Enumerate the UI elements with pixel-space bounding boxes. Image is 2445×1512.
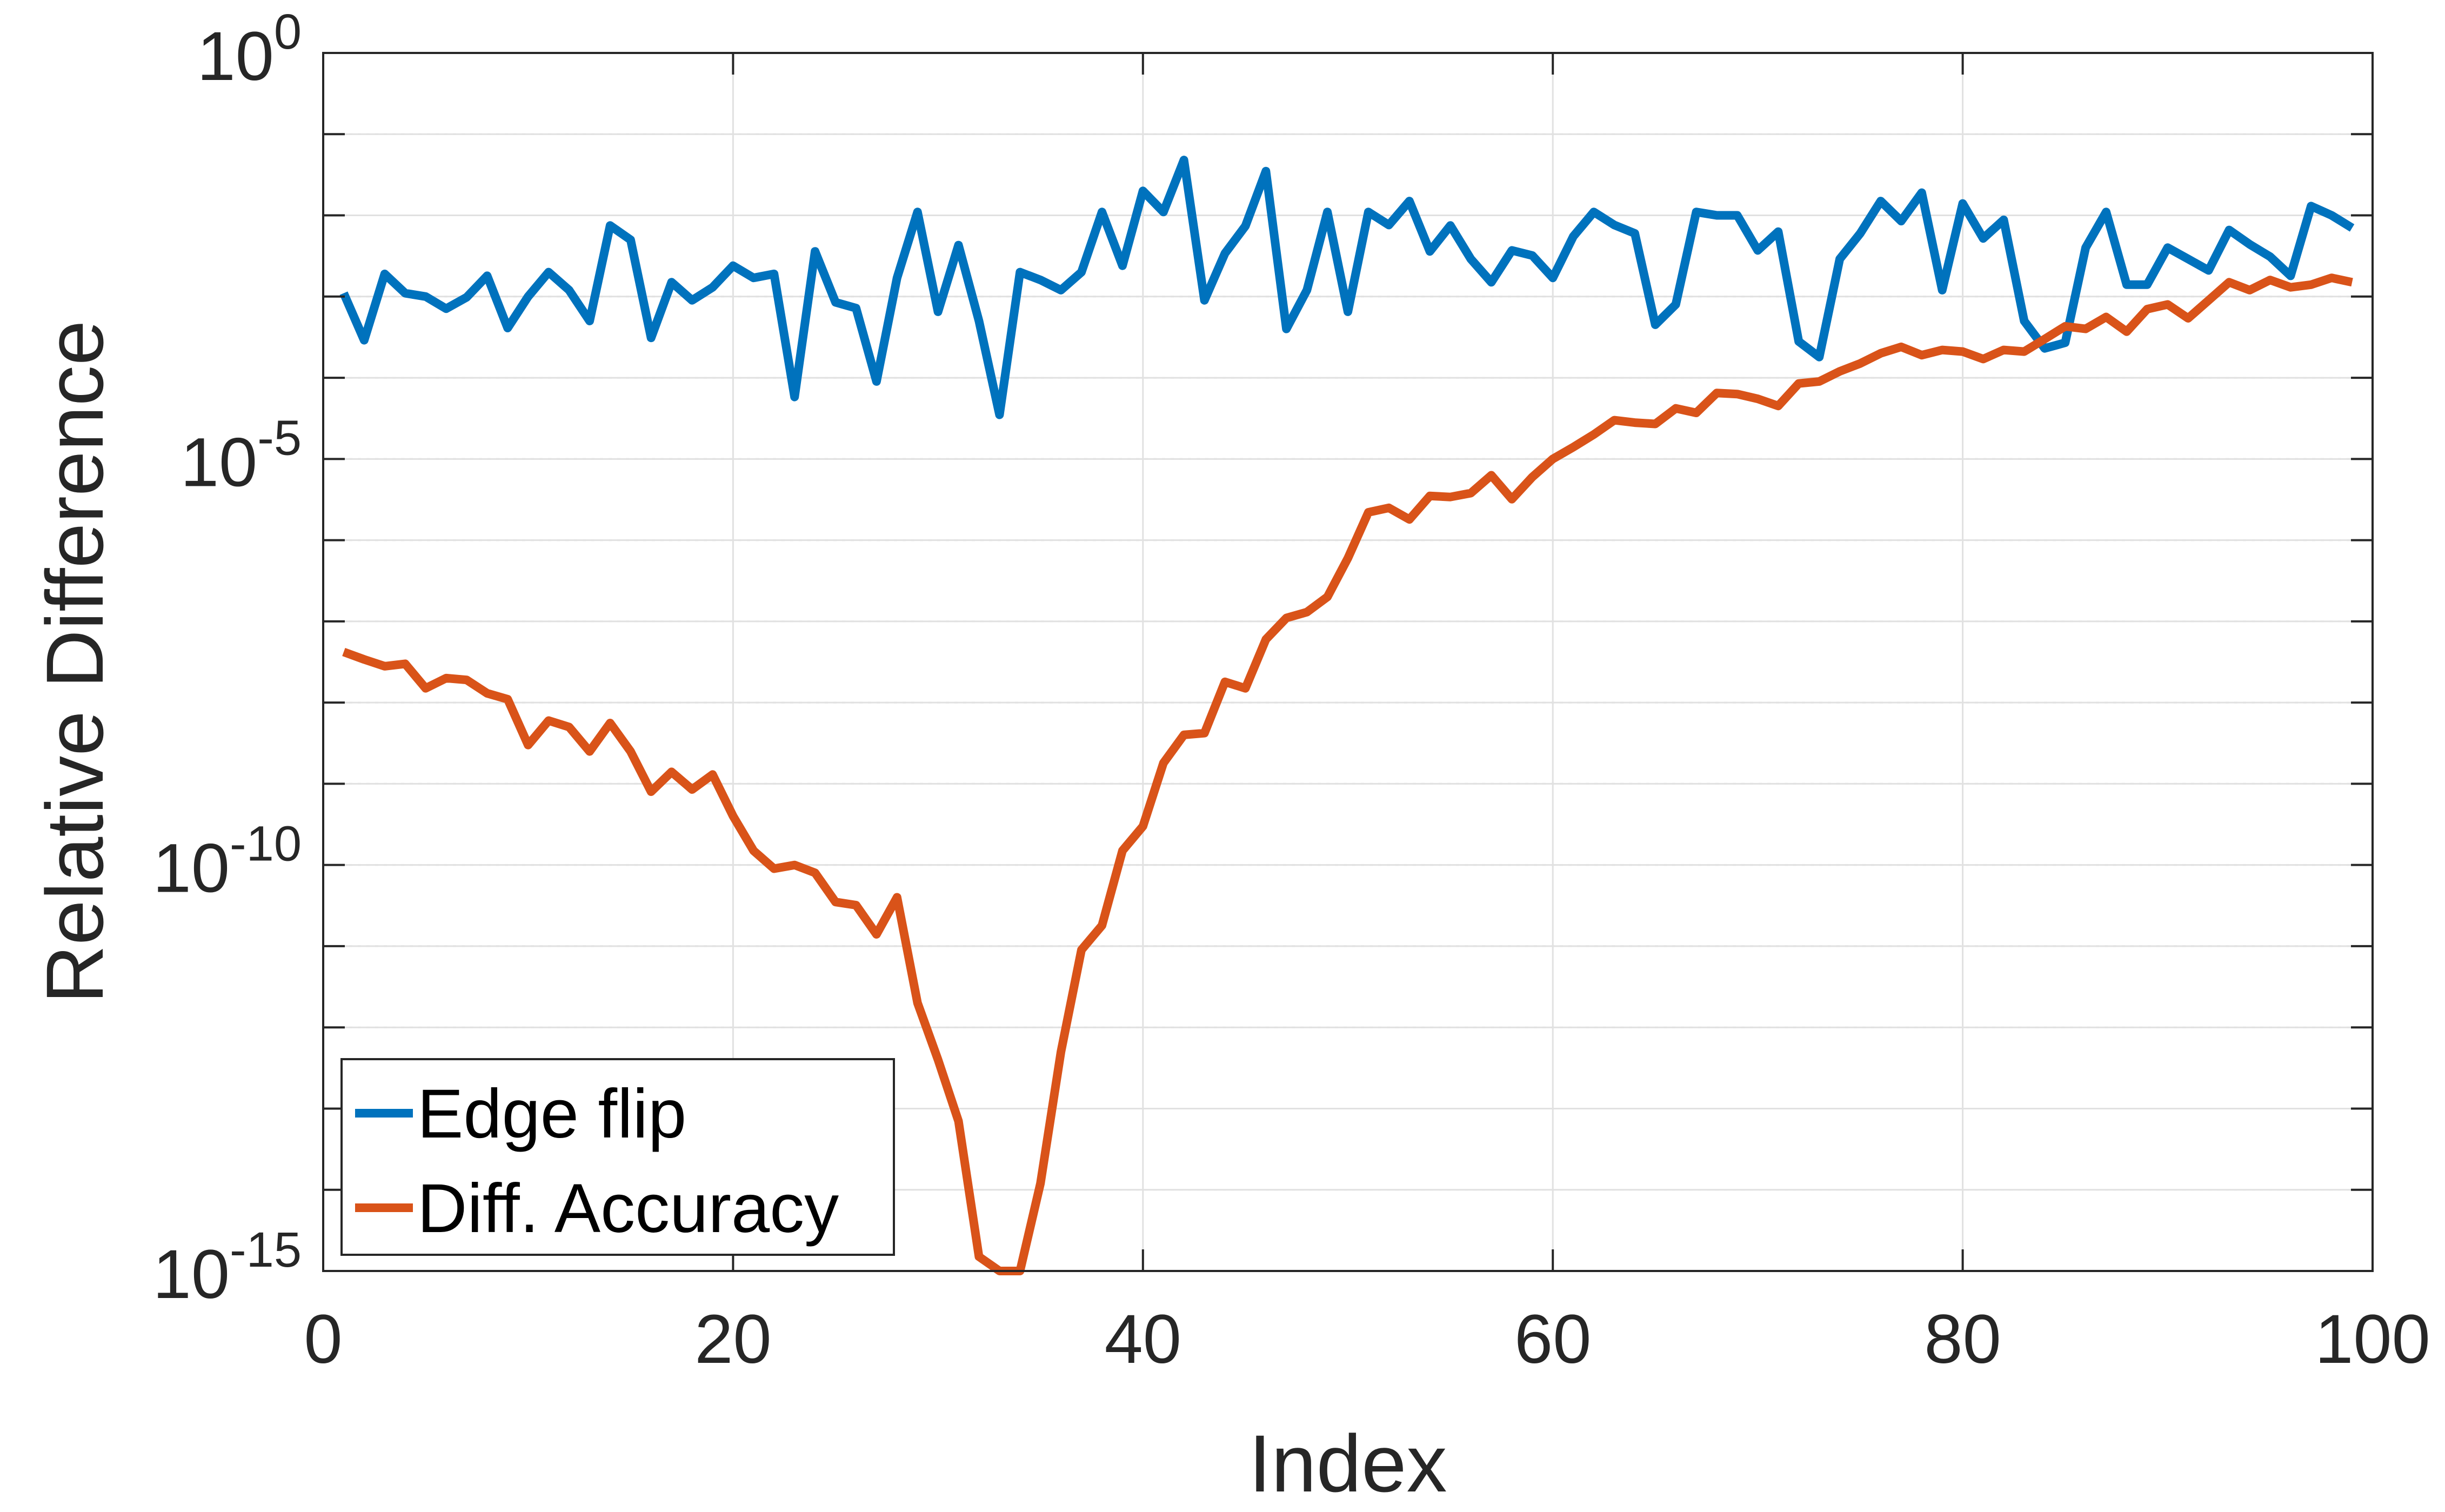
x-tick-label: 40 — [1105, 1301, 1181, 1378]
y-axis-label: Relative Difference — [29, 320, 120, 1004]
y-tick-label: 10-10 — [153, 817, 302, 907]
x-tick-label: 100 — [2315, 1301, 2430, 1378]
series-diff-accuracy — [342, 273, 2353, 1275]
legend-box — [340, 1058, 895, 1256]
series-edge-flip — [339, 156, 2355, 419]
x-tick-label: 60 — [1514, 1301, 1591, 1378]
legend-entry-edge-flip: Edge flip — [417, 1075, 686, 1153]
x-tick-label: 20 — [694, 1301, 771, 1378]
y-tick-label: 100 — [197, 4, 302, 95]
x-tick-labels: 0 20 40 60 80 100 — [304, 1301, 2430, 1378]
plot-area — [322, 52, 2374, 1272]
y-tick-labels: 10-15 10-10 10-5 100 — [153, 4, 302, 1313]
legend: Edge flip Diff. Accuracy — [340, 1058, 895, 1256]
x-tick-label: 80 — [1924, 1301, 2001, 1378]
y-tick-label: 10-5 — [181, 410, 302, 501]
y-tick-label: 10-15 — [153, 1222, 302, 1313]
tick-marks — [322, 52, 2374, 1272]
series-group — [339, 156, 2355, 1275]
legend-entry-diff-accuracy: Diff. Accuracy — [417, 1170, 839, 1247]
x-axis-label: Index — [1249, 1418, 1447, 1509]
x-tick-label: 0 — [304, 1301, 342, 1378]
